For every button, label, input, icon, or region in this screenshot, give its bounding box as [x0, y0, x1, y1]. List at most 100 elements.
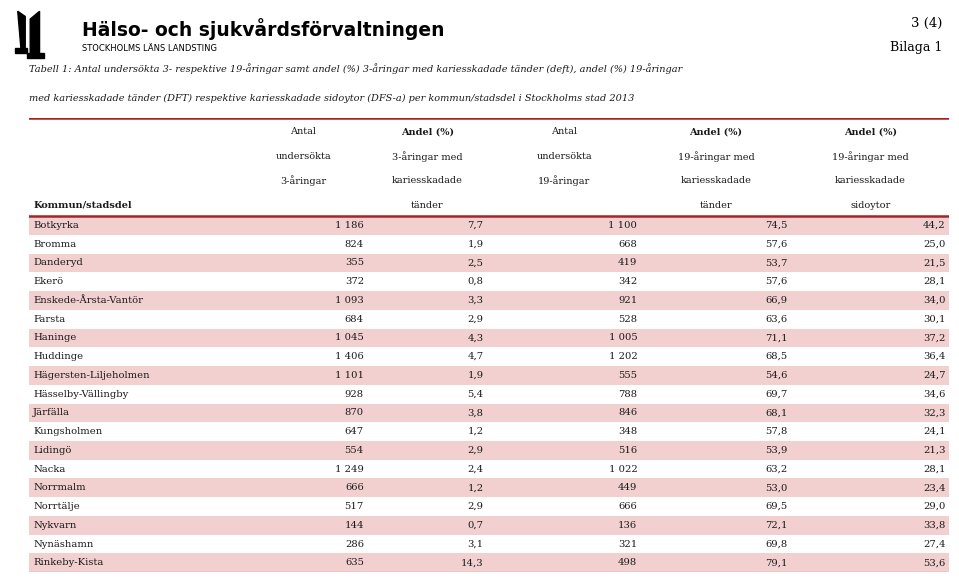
- Text: 555: 555: [619, 371, 638, 380]
- Bar: [29, 460, 949, 479]
- Text: Norrmalm: Norrmalm: [34, 483, 86, 492]
- Text: 74,5: 74,5: [765, 221, 787, 230]
- Text: Hägersten-Liljeholmen: Hägersten-Liljeholmen: [34, 371, 150, 380]
- Text: 44,2: 44,2: [924, 221, 946, 230]
- Bar: [29, 216, 949, 235]
- Text: 53,7: 53,7: [765, 258, 787, 268]
- Text: sidoytor: sidoytor: [850, 201, 890, 210]
- Text: 29,0: 29,0: [924, 502, 946, 511]
- Text: 419: 419: [618, 258, 638, 268]
- Bar: [29, 441, 949, 460]
- Text: 2,9: 2,9: [468, 314, 483, 324]
- Text: Enskede-Årsta-Vantör: Enskede-Årsta-Vantör: [34, 296, 144, 305]
- Text: 69,8: 69,8: [765, 540, 787, 549]
- Text: 1 093: 1 093: [335, 296, 363, 305]
- Text: 2,9: 2,9: [468, 446, 483, 455]
- Bar: [29, 235, 949, 254]
- Bar: [29, 366, 949, 385]
- Text: 1 202: 1 202: [609, 352, 638, 361]
- Text: 71,1: 71,1: [764, 334, 787, 342]
- Text: 286: 286: [345, 540, 363, 549]
- Bar: [29, 328, 949, 347]
- Text: 1,9: 1,9: [467, 240, 483, 249]
- Text: 1 101: 1 101: [335, 371, 363, 380]
- Text: 0,8: 0,8: [468, 277, 483, 286]
- Text: Kommun/stadsdel: Kommun/stadsdel: [34, 201, 132, 210]
- Polygon shape: [31, 11, 39, 58]
- Text: 517: 517: [344, 502, 363, 511]
- Text: 2,5: 2,5: [468, 258, 483, 268]
- Text: kariesskadade: kariesskadade: [681, 176, 752, 185]
- Bar: [29, 516, 949, 535]
- Bar: [29, 497, 949, 516]
- Text: kariesskadade: kariesskadade: [392, 176, 463, 185]
- Text: 24,1: 24,1: [924, 427, 946, 436]
- Text: 4,7: 4,7: [467, 352, 483, 361]
- Bar: [29, 272, 949, 291]
- Polygon shape: [18, 11, 25, 47]
- Text: tänder: tänder: [700, 201, 733, 210]
- Text: 21,5: 21,5: [924, 258, 946, 268]
- Bar: [29, 535, 949, 554]
- Text: Järfälla: Järfälla: [34, 409, 70, 417]
- Text: 928: 928: [344, 390, 363, 399]
- Text: Nynäshamn: Nynäshamn: [34, 540, 94, 549]
- Text: 1 045: 1 045: [335, 334, 363, 342]
- Text: 321: 321: [618, 540, 638, 549]
- Text: Danderyd: Danderyd: [34, 258, 83, 268]
- Text: 79,1: 79,1: [765, 558, 787, 568]
- Text: 2,4: 2,4: [467, 465, 483, 473]
- Text: 68,5: 68,5: [765, 352, 787, 361]
- Text: 7,7: 7,7: [468, 221, 483, 230]
- Text: Haninge: Haninge: [34, 334, 77, 342]
- Text: 2,9: 2,9: [468, 502, 483, 511]
- Bar: [29, 479, 949, 497]
- Text: 684: 684: [344, 314, 363, 324]
- Text: 824: 824: [344, 240, 363, 249]
- Text: 63,2: 63,2: [765, 465, 787, 473]
- Text: 53,9: 53,9: [765, 446, 787, 455]
- Text: 1,2: 1,2: [467, 483, 483, 492]
- Text: Hässelby-Vällingby: Hässelby-Vällingby: [34, 390, 129, 399]
- Polygon shape: [14, 47, 27, 53]
- Bar: [29, 385, 949, 403]
- Text: 3,8: 3,8: [468, 409, 483, 417]
- Text: Norrtälje: Norrtälje: [34, 502, 81, 511]
- Text: Huddinge: Huddinge: [34, 352, 83, 361]
- Text: 921: 921: [618, 296, 638, 305]
- Text: Bromma: Bromma: [34, 240, 77, 249]
- Text: 25,0: 25,0: [924, 240, 946, 249]
- Text: 57,6: 57,6: [765, 240, 787, 249]
- Text: undersökta: undersökta: [275, 152, 331, 161]
- Text: Bilaga 1: Bilaga 1: [891, 41, 943, 54]
- Text: 19-åringar med: 19-åringar med: [831, 151, 908, 162]
- Text: 37,2: 37,2: [924, 334, 946, 342]
- Text: 647: 647: [344, 427, 363, 436]
- Text: 3,1: 3,1: [467, 540, 483, 549]
- Text: 27,4: 27,4: [924, 540, 946, 549]
- Text: 666: 666: [345, 483, 363, 492]
- Text: 668: 668: [619, 240, 638, 249]
- Text: 635: 635: [345, 558, 363, 568]
- Text: 4,3: 4,3: [467, 334, 483, 342]
- Text: 554: 554: [344, 446, 363, 455]
- Text: 72,1: 72,1: [765, 521, 787, 530]
- Polygon shape: [27, 53, 44, 58]
- Text: Antal: Antal: [551, 127, 577, 136]
- Text: 1,9: 1,9: [467, 371, 483, 380]
- Text: 1 022: 1 022: [609, 465, 638, 473]
- Text: 449: 449: [618, 483, 638, 492]
- Text: 528: 528: [619, 314, 638, 324]
- Text: 34,6: 34,6: [924, 390, 946, 399]
- Text: 69,7: 69,7: [765, 390, 787, 399]
- Text: 355: 355: [344, 258, 363, 268]
- Text: 1 005: 1 005: [609, 334, 638, 342]
- Text: undersökta: undersökta: [536, 152, 592, 161]
- Text: 342: 342: [618, 277, 638, 286]
- Text: 1,2: 1,2: [467, 427, 483, 436]
- Text: 498: 498: [618, 558, 638, 568]
- Text: 516: 516: [619, 446, 638, 455]
- Text: Tabell 1: Antal undersökta 3- respektive 19-åringar samt andel (%) 3-åringar med: Tabell 1: Antal undersökta 3- respektive…: [29, 64, 682, 75]
- Text: 24,7: 24,7: [924, 371, 946, 380]
- Text: 372: 372: [344, 277, 363, 286]
